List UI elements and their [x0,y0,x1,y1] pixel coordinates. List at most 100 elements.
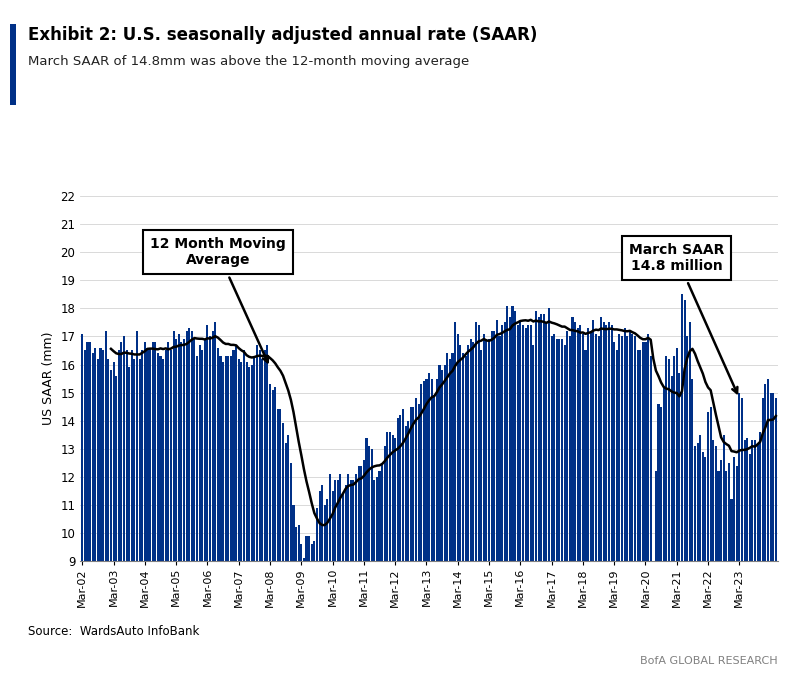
Bar [188,328,190,676]
Bar [133,359,136,676]
Bar [376,477,378,676]
Bar [355,474,357,676]
Bar [248,367,250,676]
Bar [256,345,258,676]
Bar [397,418,399,676]
Bar [293,505,294,676]
Bar [379,471,381,676]
Bar [631,334,634,676]
Bar [261,359,263,676]
Bar [533,345,534,676]
Bar [172,331,175,676]
Bar [363,460,365,676]
Bar [621,337,623,676]
Bar [629,331,631,676]
Bar [415,398,417,676]
Bar [220,356,221,676]
Bar [99,347,102,676]
Bar [298,525,300,676]
Bar [746,437,748,676]
Bar [373,480,375,676]
Bar [645,342,646,676]
Bar [464,356,467,676]
Bar [105,331,107,676]
Bar [418,404,419,676]
Bar [516,325,519,676]
Bar [180,342,182,676]
Bar [214,322,217,676]
Bar [107,359,109,676]
Bar [191,331,192,676]
Bar [306,536,307,676]
Bar [467,345,469,676]
Bar [342,493,344,676]
Bar [209,337,211,676]
Bar [574,322,576,676]
Bar [731,500,732,676]
Bar [741,398,743,676]
Bar [394,437,396,676]
Bar [318,491,321,676]
Bar [439,364,440,676]
Bar [743,440,746,676]
Bar [720,460,722,676]
Bar [410,407,412,676]
Bar [381,463,383,676]
Bar [683,300,686,676]
Bar [204,339,206,676]
Bar [358,466,360,676]
Bar [237,359,240,676]
Bar [739,393,740,676]
Bar [144,342,146,676]
Bar [345,485,346,676]
Bar [287,435,290,676]
Bar [543,314,545,676]
Bar [84,350,86,676]
Bar [508,317,511,676]
Bar [593,320,594,676]
Bar [404,427,407,676]
Bar [303,558,305,676]
Bar [81,334,83,676]
Bar [272,390,273,676]
Bar [501,325,503,676]
Bar [308,536,310,676]
Bar [475,322,477,676]
Bar [670,376,673,676]
Bar [201,350,203,676]
Bar [412,407,415,676]
Bar [391,435,394,676]
Bar [441,370,444,676]
Bar [264,350,265,676]
Bar [477,325,480,676]
Bar [572,317,573,676]
Bar [681,294,683,676]
Bar [556,339,558,676]
Bar [402,410,404,676]
Bar [525,328,527,676]
Bar [725,471,727,676]
Bar [112,362,115,676]
Bar [650,356,652,676]
Bar [131,350,133,676]
Bar [608,322,610,676]
Bar [566,331,569,676]
Bar [241,362,242,676]
Bar [199,345,200,676]
Bar [697,443,699,676]
Bar [577,328,579,676]
Bar [407,420,409,676]
Bar [637,350,638,676]
Bar [157,354,159,676]
Bar [102,350,104,676]
Bar [212,331,213,676]
Bar [360,466,363,676]
Text: March SAAR
14.8 million: March SAAR 14.8 million [629,243,737,393]
Bar [710,407,711,676]
Bar [597,337,600,676]
Bar [519,322,521,676]
Bar [266,345,269,676]
Bar [772,393,774,676]
Bar [634,337,636,676]
Bar [749,454,751,676]
